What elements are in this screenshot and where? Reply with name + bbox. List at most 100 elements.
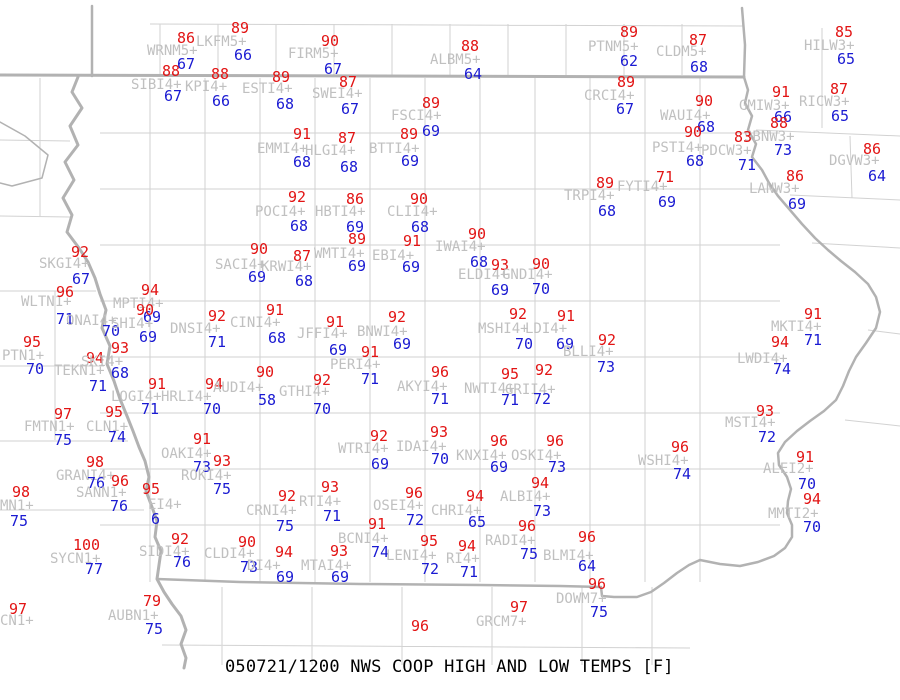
high-temp: 95	[420, 532, 439, 550]
low-temp: 70	[515, 335, 534, 353]
low-temp: 76	[87, 474, 106, 492]
station-id: MN1+	[0, 498, 34, 514]
station-id: ALEI2+	[763, 461, 814, 477]
station-id: EMMI4+	[257, 141, 308, 157]
low-temp: 70	[26, 360, 45, 378]
high-temp: 93	[321, 478, 340, 496]
missouri-border	[155, 558, 702, 599]
state-borders	[0, 4, 746, 599]
high-temp: 94	[771, 333, 790, 351]
low-temp: 66	[212, 92, 231, 110]
station-id: KPI4+	[185, 79, 228, 95]
low-temp: 67	[164, 87, 183, 105]
low-temp: 69	[490, 458, 509, 476]
low-temp: 62	[620, 52, 639, 70]
low-temp: 67	[616, 100, 635, 118]
station-id: IDAI4+	[396, 439, 447, 455]
low-temp: 72	[421, 560, 440, 578]
low-temp: 69	[346, 218, 365, 236]
high-temp: 91	[804, 305, 823, 323]
low-temp: 69	[422, 122, 441, 140]
high-temp: 91	[326, 313, 345, 331]
station-id: KNXI4+	[456, 448, 507, 464]
high-temp: 89	[422, 94, 441, 112]
station-id: HRLI4+	[161, 389, 212, 405]
low-temp: 74	[371, 543, 390, 561]
low-temp: 69	[371, 455, 390, 473]
station-id: SKI4+	[81, 354, 124, 370]
high-temp: 96	[405, 484, 424, 502]
station-id: EBI4+	[372, 248, 415, 264]
low-temp: 69	[276, 568, 295, 586]
station-id: CLDM5+	[656, 44, 707, 60]
station-id: PERI4+	[330, 357, 381, 373]
station-id: RICW3+	[799, 94, 850, 110]
high-temp: 92	[71, 243, 90, 261]
station-id: TRPI4+	[564, 188, 615, 204]
low-temp: 69	[331, 568, 350, 586]
low-temp: 66	[774, 108, 793, 126]
low-temp: 70	[532, 280, 551, 298]
high-temp: 93	[111, 339, 130, 357]
high-temp: 90	[410, 190, 429, 208]
station-id: WTRI4+	[338, 441, 389, 457]
station-id: KRWI4+	[261, 259, 312, 275]
low-temp: 71	[323, 507, 342, 525]
low-temp: 75	[590, 603, 609, 621]
station-id: LDI4+	[525, 321, 568, 337]
station-id: BNWI4+	[357, 324, 408, 340]
high-temp: 94	[803, 490, 822, 508]
low-temp: 69	[143, 308, 162, 326]
station-id: JFFI4+	[297, 326, 348, 342]
station-id: AUDI4+	[213, 380, 264, 396]
station-id: ALBI4+	[500, 489, 551, 505]
station-id: FMTN1+	[24, 419, 75, 435]
high-temp: 94	[275, 543, 294, 561]
station-id: MTAI4+	[301, 558, 352, 574]
station-id: ONAI4+	[66, 313, 117, 329]
high-temp: 96	[578, 528, 597, 546]
low-temp: 68	[340, 158, 359, 176]
station-id: WLTN1+	[21, 294, 72, 310]
station-id: DI4+	[247, 558, 281, 574]
station-id: HLGI4+	[305, 143, 356, 159]
station-id: CRCI4+	[584, 88, 635, 104]
high-temp: 89	[400, 125, 419, 143]
low-temp: 73	[193, 458, 212, 476]
station-id: NWTI4+	[464, 381, 515, 397]
station-id: SBNW3+	[744, 129, 795, 145]
station-id: CINI4+	[230, 315, 281, 331]
station-id: TEKN1+	[54, 363, 105, 379]
station-id: RI4+	[446, 551, 480, 567]
station-id: DNSI4+	[170, 321, 221, 337]
minnesota-border	[0, 73, 746, 79]
low-temp: 68	[598, 202, 617, 220]
station-id: SANN1+	[76, 485, 127, 501]
low-temp: 67	[72, 270, 91, 288]
station-id: GRANI4+	[56, 468, 116, 484]
high-temp: 91	[193, 430, 212, 448]
low-temp: 69	[348, 257, 367, 275]
station-id: AUBN1+	[108, 608, 159, 624]
station-id: MPTI4+	[113, 296, 164, 312]
station-id: BLMI4+	[543, 548, 594, 564]
high-temp: 86	[863, 140, 882, 158]
station-id: HBTI4+	[315, 204, 366, 220]
high-temp: 97	[510, 598, 529, 616]
station-id: RADI4+	[485, 533, 536, 549]
low-temp: 73	[533, 502, 552, 520]
station-id: IWAI4+	[435, 239, 486, 255]
station-id: WMTI4+	[314, 246, 365, 262]
high-temp: 87	[339, 73, 358, 91]
low-temp: 71	[141, 400, 160, 418]
station-id: FSCI4+	[391, 108, 442, 124]
station-id: SACI4+	[215, 257, 266, 273]
high-temp: 96	[588, 575, 607, 593]
high-temp: 92	[278, 487, 297, 505]
extra-temp: 96	[411, 617, 430, 635]
map-title: 050721/1200 NWS COOP HIGH AND LOW TEMPS …	[225, 657, 674, 677]
station-id: LENI4+	[386, 548, 437, 564]
high-temp: 89	[348, 230, 367, 248]
station-id: HILW3+	[804, 38, 855, 54]
station-id: SHI4+	[111, 316, 154, 332]
